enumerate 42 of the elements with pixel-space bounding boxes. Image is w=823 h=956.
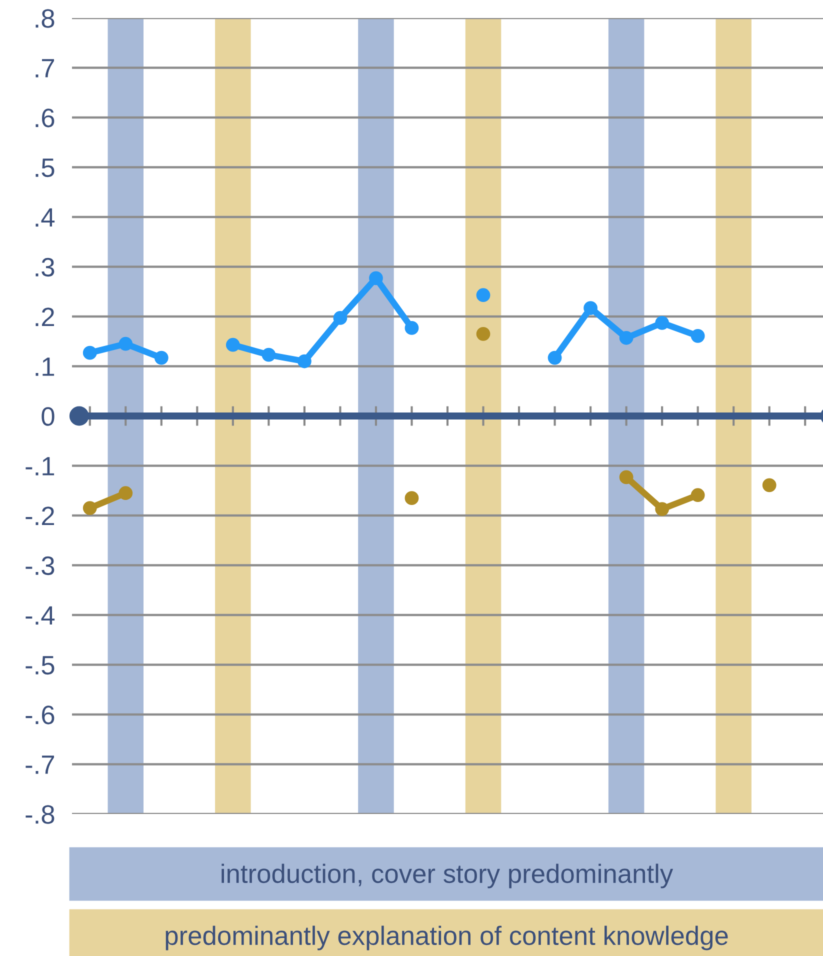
text: predominantly explanation of content knowledge — [166, 926, 728, 950]
y-tick-label: -.7 — [26, 756, 54, 774]
point — [262, 348, 276, 362]
y-tick-label: 0 — [42, 407, 54, 426]
point — [655, 502, 670, 516]
y-tick-label: .4 — [36, 208, 55, 227]
point — [619, 330, 634, 345]
point — [404, 491, 419, 506]
y-tick-label: .1 — [36, 358, 54, 376]
y-tick-label: .6 — [36, 108, 54, 128]
y-tick-label: -.1 — [26, 457, 54, 476]
point — [476, 288, 490, 302]
point — [655, 316, 670, 330]
y-tick-label: -.6 — [26, 706, 54, 724]
y-tick-label: .2 — [36, 308, 54, 326]
point — [118, 336, 133, 351]
y-tick-label: .8 — [36, 9, 54, 28]
y-tick-label: -.2 — [26, 506, 54, 526]
y-tick-label: -.4 — [26, 606, 55, 625]
point — [369, 271, 383, 286]
point — [226, 338, 240, 352]
y-tick-label: .3 — [36, 258, 54, 277]
point — [154, 350, 168, 365]
point — [476, 326, 490, 341]
point — [82, 501, 97, 515]
y-tick-label: .7 — [36, 59, 54, 78]
y-tick-label: .5 — [36, 158, 54, 178]
y-tick-label: -.8 — [26, 805, 54, 824]
point — [118, 486, 133, 500]
point — [82, 346, 97, 360]
point — [404, 321, 419, 335]
y-tick-label: -.3 — [26, 556, 54, 576]
point — [584, 301, 598, 315]
point — [690, 488, 705, 502]
y-tick-label: -.5 — [26, 656, 54, 675]
point — [690, 328, 705, 343]
point — [333, 311, 348, 325]
point — [548, 350, 562, 365]
point — [619, 470, 634, 484]
point — [762, 478, 776, 492]
point — [298, 354, 312, 368]
text: introduction, cover story predominantly — [222, 864, 674, 888]
